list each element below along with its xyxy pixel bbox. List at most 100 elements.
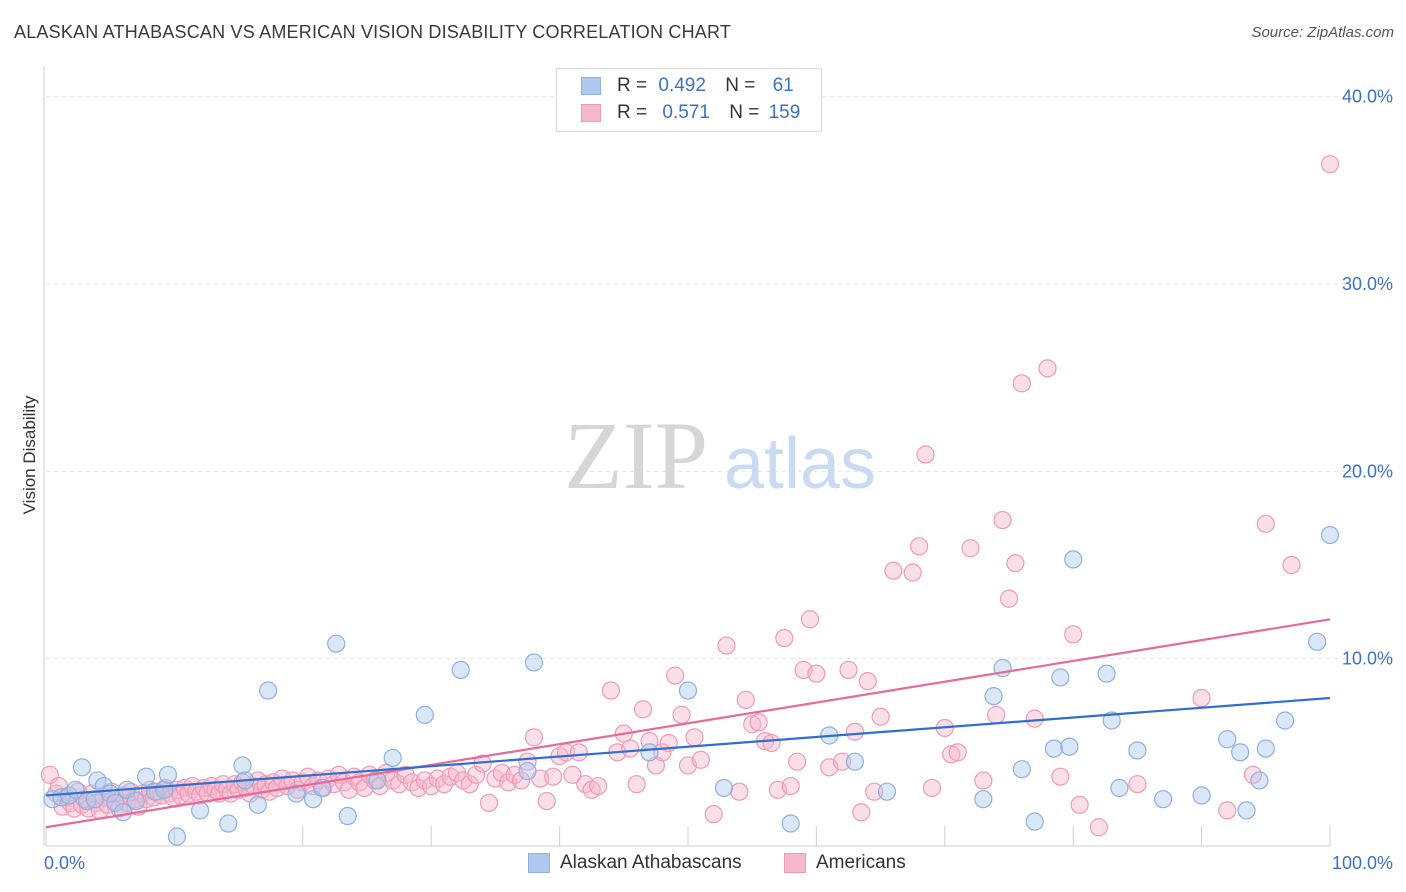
americans-point [1128, 775, 1147, 794]
americans-point [800, 610, 820, 629]
americans-point [467, 765, 486, 784]
americans-point [666, 666, 685, 685]
alaskan-athabascan-point [383, 748, 402, 768]
americans-point [807, 664, 826, 683]
americans-point [1070, 795, 1089, 814]
alaskan-athabascan-point [167, 827, 187, 846]
americans-point [993, 510, 1012, 530]
alaskan-athabascan-point [1128, 741, 1147, 760]
alaskan-athabascan-point [678, 681, 698, 700]
americans-point [865, 782, 884, 801]
americans-point [646, 756, 666, 775]
alaskan-athabascan-point [1064, 550, 1083, 569]
alaskan-athabascan-point [714, 778, 734, 798]
alaskan-athabascan-point [190, 801, 210, 820]
americans-trend-line [45, 618, 1331, 829]
series-alaskan-athabascans [43, 525, 1340, 846]
americans-point [563, 765, 582, 784]
alaskan-athabascan-point [219, 814, 238, 833]
alaskan-athabascan-point [1308, 632, 1327, 651]
alaskan-athabascan-point [327, 634, 346, 653]
x-tick-label: 0.0% [44, 853, 85, 873]
alaskan-athabascan-point [155, 780, 174, 799]
alaskan-athabascan-point [368, 771, 387, 790]
americans-point [1038, 359, 1057, 378]
trend-lines [45, 618, 1331, 829]
alaskan-athabascan-point [287, 784, 306, 803]
grid-lines [46, 96, 1366, 660]
legend-r-value: 0.492 [658, 75, 706, 96]
americans-point [743, 715, 762, 734]
alaskan-athabascan-point [524, 653, 544, 672]
y-tick-label: 30.0% [1342, 274, 1393, 294]
alaskan-athabascan-point [1237, 801, 1256, 820]
legend-swatch-pink [581, 104, 601, 122]
americans-point [1282, 555, 1301, 575]
alaskan-athabascan-point [1102, 711, 1121, 730]
americans-point [730, 782, 749, 801]
americans-point [775, 628, 794, 648]
americans-point [974, 771, 993, 790]
americans-point [1218, 801, 1237, 820]
americans-point [845, 722, 865, 741]
alaskan-athabascan-point [1012, 760, 1031, 779]
americans-point [691, 750, 710, 769]
alaskan-athabascan-point [338, 806, 357, 826]
americans-point [1256, 514, 1275, 533]
legend-swatch-blue [528, 853, 550, 873]
americans-point [672, 705, 691, 724]
americans-point [1064, 625, 1083, 644]
americans-point [518, 752, 537, 771]
americans-point [858, 672, 877, 691]
americans-point [884, 561, 903, 580]
americans-point [1320, 155, 1340, 174]
alaskan-athabascan-point [1051, 668, 1070, 687]
americans-point [1025, 709, 1044, 728]
americans-point [589, 776, 608, 796]
alaskan-athabascan-point [158, 765, 178, 784]
americans-point [903, 563, 922, 582]
alaskan-athabascan-point [248, 795, 267, 814]
americans-point [537, 791, 556, 811]
y-tick-label: 20.0% [1342, 461, 1393, 481]
americans-point [1051, 767, 1070, 786]
americans-point [832, 752, 852, 771]
alaskan-athabascan-point [1025, 812, 1044, 831]
watermark-zip: ZIP [564, 402, 708, 509]
legend-n-label: N = [725, 75, 756, 96]
alaskan-athabascan-point [640, 743, 659, 762]
americans-point [762, 733, 781, 753]
alaskan-athabascan-point [1275, 711, 1295, 730]
alaskan-athabascan-point [451, 660, 470, 680]
watermark-atlas: atlas [724, 424, 876, 504]
y-tick-label: 10.0% [1342, 649, 1393, 669]
americans-point [916, 445, 935, 464]
americans-point [601, 681, 621, 700]
americans-point [910, 537, 929, 556]
alaskan-athabascan-point [233, 756, 252, 775]
americans-point [871, 707, 890, 726]
alaskan-athabascan-point [137, 767, 156, 786]
legend-n-value: 61 [772, 75, 794, 96]
legend-text: R = 0.571 N = 159 [617, 102, 800, 124]
alaskan-athabascan-point [1231, 743, 1250, 762]
watermark: ZIP atlas [564, 402, 876, 509]
americans-point [621, 739, 640, 758]
chart-title: ALASKAN ATHABASCAN VS AMERICAN VISION DI… [14, 22, 732, 42]
alaskan-athabascan-point [1060, 737, 1079, 756]
americans-point [1089, 818, 1108, 837]
americans-point [479, 793, 499, 813]
y-tick-label: 40.0% [1342, 87, 1393, 107]
alaskan-athabascan-point [974, 790, 993, 809]
alaskan-athabascan-point [1192, 786, 1211, 805]
alaskan-athabascan-point [1250, 771, 1269, 790]
alaskan-trend-line [45, 696, 1331, 797]
americans-point [942, 745, 961, 764]
alaskan-athabascan-point [518, 761, 537, 781]
y-axis-label: Vision Disability [20, 395, 39, 514]
americans-point [633, 700, 653, 719]
alaskan-athabascan-point [1320, 525, 1340, 545]
americans-point [1012, 374, 1031, 393]
legend-swatch-pink [784, 853, 806, 873]
americans-point [511, 771, 531, 790]
